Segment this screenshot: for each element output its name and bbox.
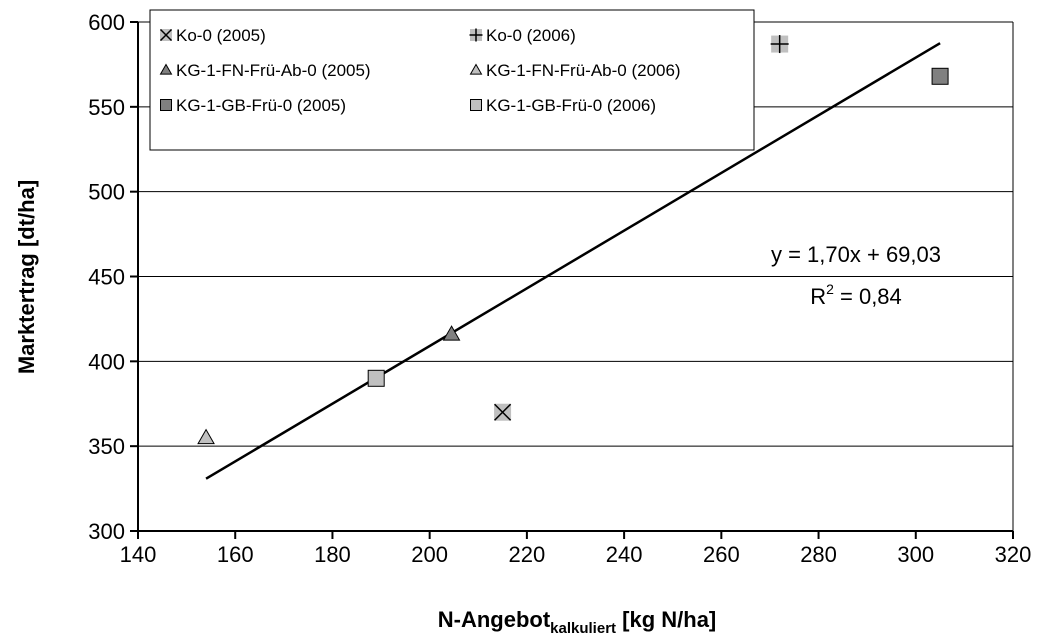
tick-labels: 300 350 400 450 500 550 600 140 160 180 200 220 240 2… [88,10,1031,567]
data-point-5-0-shape [367,369,385,387]
y-tick-label-400: 400 [88,349,125,374]
x-axis-title-sub: kalkuliert [550,620,616,637]
r-squared-label: R2 = 0,84 [810,281,902,309]
y-tick-label-500: 500 [88,180,125,205]
legend-marker-5-shape [470,99,482,111]
legend: Ko-0 (2005) Ko-0 (2006) KG-1-FN-Frü-Ab-0 (… [149,9,755,151]
x-axis-title-rest: [kg N/ha] [616,607,716,632]
x-tick-label-300: 300 [897,542,934,567]
trendline-equation: y = 1,70x + 69,03 [771,242,941,267]
legend-marker-0-stroke-b [159,28,173,42]
y-tick-label-350: 350 [88,434,125,459]
x-tick-label-180: 180 [314,542,351,567]
y-tick-label-550: 550 [88,95,125,120]
r-squared-r: R [810,284,826,309]
data-point-3-0 [197,428,215,445]
data-point-4-0 [931,67,949,85]
legend-label-4: KG-1-GB-Frü-0 (2005) [176,96,346,115]
data-points [197,35,949,445]
legend-marker-3 [469,63,483,75]
y-tick-label-600: 600 [88,10,125,35]
x-axis-title: N-Angebotkalkuliert [kg N/ha] [438,607,717,637]
legend-marker-3-shape [469,63,483,75]
data-point-0-0-stroke-b [494,403,512,421]
y-tick-label-450: 450 [88,265,125,290]
legend-marker-4 [160,99,172,111]
y-tick-label-300: 300 [88,519,125,544]
x-tick-label-240: 240 [606,542,643,567]
r-squared-superscript: 2 [826,281,834,297]
x-tick-label-140: 140 [120,542,157,567]
data-point-3-0-shape [197,428,215,445]
x-tick-label-280: 280 [800,542,837,567]
data-point-0-0 [494,403,512,421]
x-tick-label-220: 220 [509,542,546,567]
x-tick-label-320: 320 [995,542,1032,567]
axes [130,21,1014,539]
r-squared-value: = 0,84 [834,284,902,309]
x-tick-label-160: 160 [217,542,254,567]
trendline-line [205,42,941,480]
x-axis-title-main: N-Angebot [438,607,551,632]
legend-marker-4-shape [160,99,172,111]
legend-label-3: KG-1-FN-Frü-Ab-0 (2006) [486,61,681,80]
trendline [205,42,941,480]
data-point-2-0-shape [442,325,461,341]
x-tick-label-200: 200 [411,542,448,567]
data-point-2-0 [442,325,461,341]
legend-box [149,9,755,151]
data-point-4-0-shape [931,67,949,85]
legend-label-1: Ko-0 (2006) [486,26,576,45]
data-point-5-0 [367,369,385,387]
legend-label-2: KG-1-FN-Frü-Ab-0 (2005) [176,61,371,80]
legend-marker-1 [469,28,483,42]
data-point-1-0 [770,35,789,54]
legend-marker-0 [159,28,173,42]
legend-marker-5 [470,99,482,111]
legend-marker-2-shape [159,63,173,75]
legend-label-5: KG-1-GB-Frü-0 (2006) [486,96,656,115]
x-tick-label-260: 260 [703,542,740,567]
legend-label-0: Ko-0 (2005) [176,26,266,45]
legend-marker-2 [159,63,173,75]
y-axis-title: Marktertrag [dt/ha] [14,180,39,374]
